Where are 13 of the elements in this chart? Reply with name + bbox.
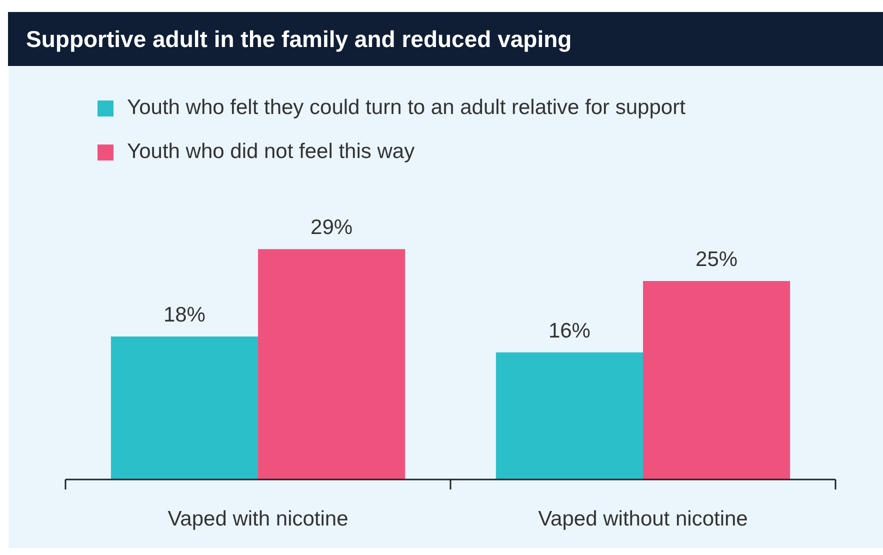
- bar: [258, 249, 406, 480]
- chart-title: Supportive adult in the family and reduced vaping: [26, 25, 572, 54]
- data-label: 29%: [310, 216, 353, 240]
- x-tick-label: Vaped with nicotine: [168, 508, 348, 530]
- bar: [496, 352, 643, 480]
- bar: [643, 280, 790, 480]
- legend-label: Youth who did not feel this way: [127, 140, 415, 164]
- legend-label: Youth who felt they could turn to an adult relative for support: [127, 96, 686, 120]
- data-label: 16%: [548, 319, 590, 342]
- x-tick-label: Vaped without nicotine: [538, 508, 748, 530]
- data-label: 18%: [163, 304, 206, 327]
- data-label: 25%: [696, 248, 738, 271]
- bar: [110, 336, 258, 480]
